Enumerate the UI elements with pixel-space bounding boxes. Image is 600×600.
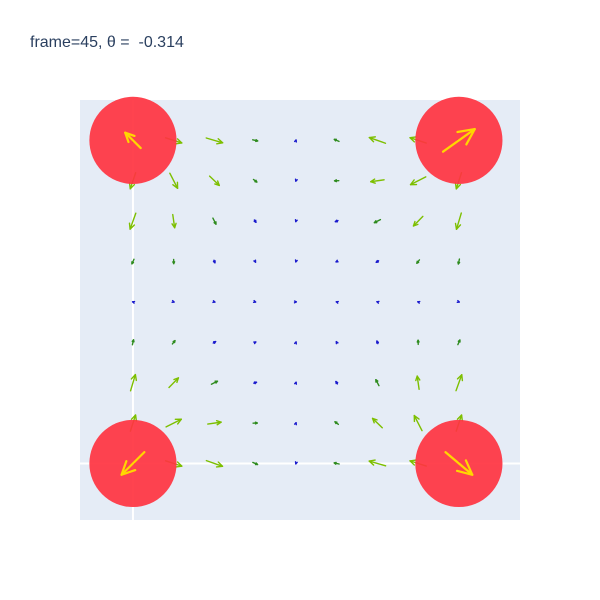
field-arrow <box>169 172 179 190</box>
field-arrow <box>172 258 176 265</box>
field-arrow <box>293 139 298 143</box>
field-arrow <box>210 380 219 385</box>
field-arrow <box>208 175 220 187</box>
corner-circle <box>89 96 177 184</box>
field-arrow <box>293 421 298 426</box>
field-arrow <box>335 300 339 304</box>
field-arrow <box>457 339 461 346</box>
field-arrow <box>253 259 257 263</box>
field-arrow <box>334 421 340 426</box>
field-arrow <box>252 299 257 304</box>
field-arrow <box>368 136 387 144</box>
field-arrow <box>294 461 298 465</box>
field-arrow <box>335 380 339 385</box>
field-arrow <box>375 379 380 387</box>
field-arrow <box>212 300 216 304</box>
field-arrow <box>456 299 460 304</box>
field-arrow <box>253 219 257 224</box>
corner-circles <box>89 96 503 508</box>
corner-circle <box>89 419 177 508</box>
field-arrow <box>293 300 298 304</box>
corner-circle <box>415 96 503 184</box>
field-arrow <box>457 258 461 265</box>
circle-arrow <box>124 131 142 150</box>
field-arrow <box>207 419 222 426</box>
field-arrow <box>335 259 339 263</box>
chart-title: frame=45, θ = -0.314 <box>30 34 184 51</box>
field-arrow <box>368 459 387 467</box>
field-arrow <box>168 377 180 389</box>
field-arrow <box>252 461 259 466</box>
circle-arrow <box>444 451 474 476</box>
field-arrow <box>171 213 177 229</box>
field-arrow <box>205 137 224 145</box>
field-arrow <box>373 218 382 224</box>
field-arrow <box>212 217 217 225</box>
field-arrow <box>376 340 380 345</box>
field-arrow <box>131 258 135 265</box>
field-arrow <box>293 381 298 385</box>
field-arrow <box>334 219 339 223</box>
field-arrow <box>335 340 339 345</box>
field-arrow <box>294 259 298 263</box>
field-arrow <box>371 417 383 429</box>
field-arrow <box>333 461 340 465</box>
corner-circle <box>415 419 503 508</box>
field-arrow <box>413 414 423 432</box>
field-arrow <box>212 259 216 264</box>
field-arrow <box>416 259 421 264</box>
field-arrow <box>454 212 463 230</box>
field-arrow <box>412 215 424 227</box>
field-arrow <box>294 218 298 223</box>
field-arrow <box>455 374 464 392</box>
field-arrow <box>375 259 380 263</box>
field-arrow <box>165 418 183 428</box>
field-arrow <box>205 459 224 468</box>
field-arrow <box>131 339 135 346</box>
field-arrow <box>251 138 259 143</box>
field-arrow <box>417 300 421 304</box>
field-arrow <box>131 300 136 304</box>
field-arrow <box>129 373 138 392</box>
circle-arrow <box>120 451 146 476</box>
field-arrow <box>370 178 385 184</box>
field-arrow <box>416 339 420 346</box>
field-arrow <box>171 339 176 345</box>
field-arrow <box>128 212 137 230</box>
circle-arrow <box>441 127 476 153</box>
field-arrow <box>415 375 421 391</box>
field-arrow <box>333 179 340 183</box>
field-arrow <box>293 341 298 345</box>
field-arrow <box>252 178 258 183</box>
field-arrow <box>409 176 427 186</box>
field-arrow <box>171 299 175 304</box>
field-arrow <box>252 421 259 425</box>
field-arrow <box>376 300 380 304</box>
field-arrow <box>253 341 257 345</box>
field-arrow <box>333 138 340 143</box>
field-arrow <box>253 381 258 385</box>
field-arrow <box>212 340 217 344</box>
field-arrow <box>294 178 298 182</box>
